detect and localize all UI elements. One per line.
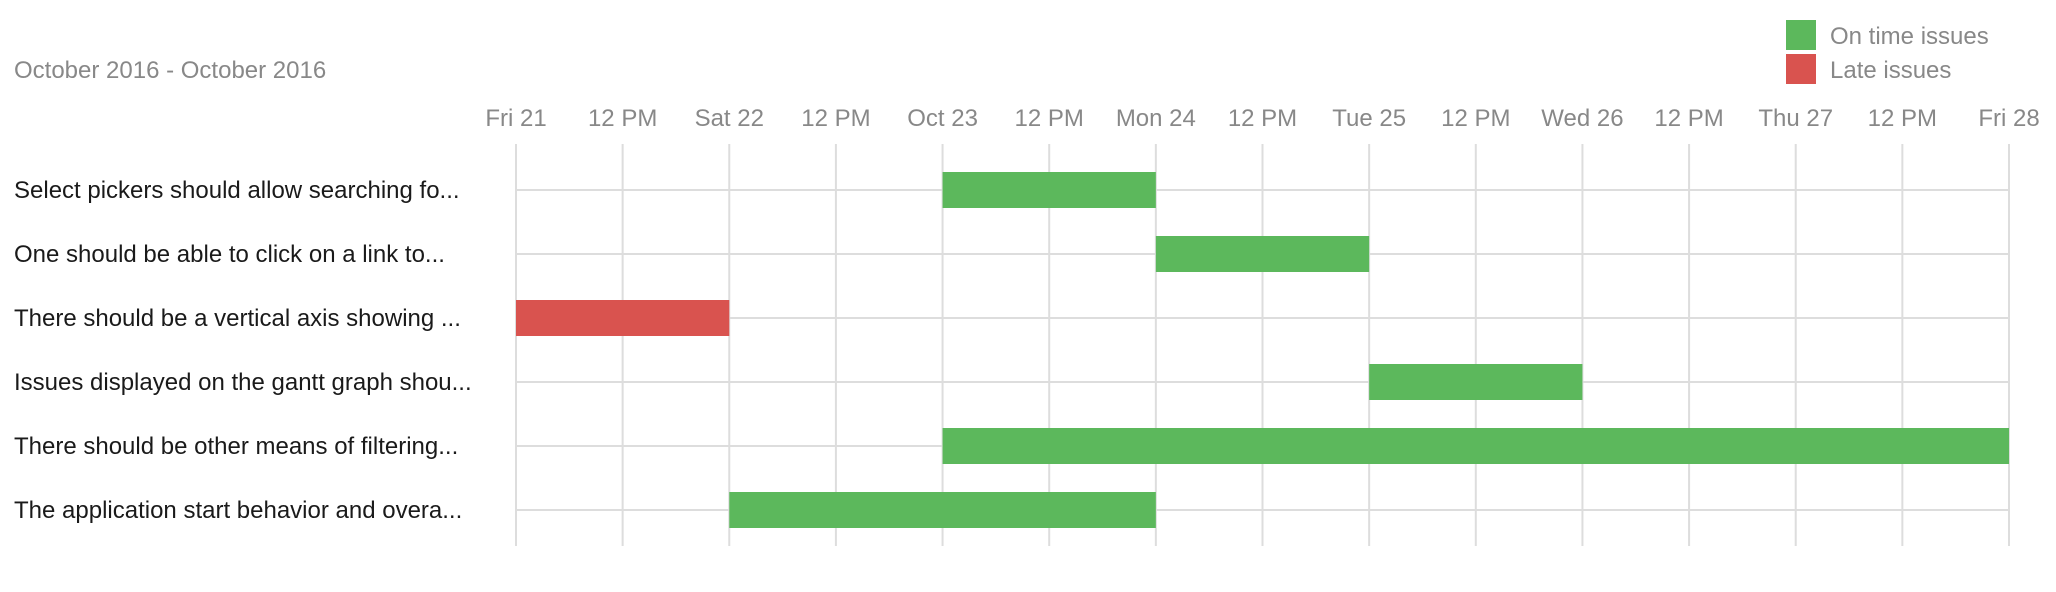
x-tick-label: 12 PM xyxy=(1015,105,1084,132)
on-time-task-bar[interactable] xyxy=(729,492,1156,528)
legend-label-on-time: On time issues xyxy=(1830,23,1989,50)
task-label: There should be a vertical axis showing … xyxy=(14,305,461,332)
x-tick-label: Oct 23 xyxy=(907,105,978,132)
task-label: One should be able to click on a link to… xyxy=(14,241,445,268)
x-tick-label: 12 PM xyxy=(1441,105,1510,132)
x-tick-label: 12 PM xyxy=(588,105,657,132)
x-tick-label: 12 PM xyxy=(1868,105,1937,132)
x-tick-label: Thu 27 xyxy=(1758,105,1833,132)
x-tick-label: 12 PM xyxy=(1228,105,1297,132)
x-tick-label: Wed 26 xyxy=(1541,105,1623,132)
legend-swatch-late xyxy=(1786,54,1816,84)
x-tick-label: Sat 22 xyxy=(695,105,764,132)
on-time-task-bar[interactable] xyxy=(942,428,2009,464)
on-time-task-bar[interactable] xyxy=(942,172,1156,208)
late-task-bar[interactable] xyxy=(516,300,730,336)
task-label: There should be other means of filtering… xyxy=(14,433,458,460)
task-label: Issues displayed on the gantt graph shou… xyxy=(14,369,472,396)
task-bars xyxy=(516,172,2009,528)
x-tick-label: Fri 21 xyxy=(485,105,546,132)
on-time-task-bar[interactable] xyxy=(1369,364,1583,400)
on-time-task-bar[interactable] xyxy=(1155,236,1370,272)
legend: On time issues Late issues xyxy=(1786,20,1989,84)
x-tick-label: 12 PM xyxy=(801,105,870,132)
x-axis-tick-labels: Fri 21 12 PM Sat 22 12 PM Oct 23 12 PM Mon 24 1… xyxy=(485,105,2039,132)
x-tick-label: Tue 25 xyxy=(1332,105,1406,132)
task-label: Select pickers should allow searching fo… xyxy=(14,177,460,204)
date-range-title: October 2016 - October 2016 xyxy=(14,57,326,84)
task-label: The application start behavior and overa… xyxy=(14,497,462,524)
x-tick-label: 12 PM xyxy=(1654,105,1723,132)
grid-lines xyxy=(515,144,2010,546)
task-labels: Select pickers should allow searching fo… xyxy=(14,177,472,524)
legend-swatch-on-time xyxy=(1786,20,1816,50)
x-tick-label: Mon 24 xyxy=(1116,105,1196,132)
x-tick-label: Fri 28 xyxy=(1978,105,2039,132)
legend-label-late: Late issues xyxy=(1830,57,1951,84)
